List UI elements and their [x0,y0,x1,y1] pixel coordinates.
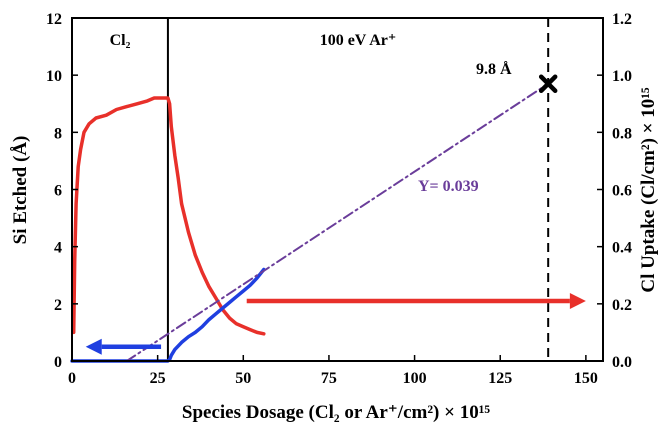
point-annotation: 9.8 Å [476,60,512,78]
y-tick-label-0: 0 [54,354,62,371]
y2-tick-label-0: 0.0 [612,354,632,371]
x-marker [538,74,558,93]
region-label-cl2: Cl₂ [110,32,131,49]
arrow-head-0 [85,338,102,355]
region-label-ar: 100 eV Ar⁺ [320,32,397,49]
y-tick-label-5: 10 [46,68,62,85]
y2-axis-title: Cl Uptake (Cl/cm²) × 10¹⁵ [638,87,659,293]
y-tick-label-2: 4 [54,240,62,257]
y-axis-title: Si Etched (Å) [10,136,31,245]
x-tick-label-1: 25 [150,370,166,387]
y-tick-label-6: 12 [46,11,62,28]
series-line-2 [125,82,550,362]
x-tick-label-4: 100 [403,370,427,387]
y2-tick-label-1: 0.2 [612,297,632,314]
y2-tick-label-4: 0.8 [612,125,632,142]
plot-frame [71,17,604,362]
chart-marks: 0 25 50 75 100 125 150 0 2 4 6 8 10 12 0.0 0.2 0.4 0.6 0.8… [46,11,632,387]
arrow-head-1 [569,292,586,309]
y-tick-label-3: 6 [54,183,62,200]
x-tick-label-5: 125 [488,370,512,387]
y-tick-label-1: 2 [54,297,62,314]
x-tick-label-2: 50 [235,370,251,387]
x-axis-title: Species Dosage (Cl₂ or Ar⁺/cm²) × 10¹⁵ [182,402,490,423]
y2-tick-label-3: 0.6 [612,183,632,200]
y2-tick-label-6: 1.2 [612,11,632,28]
x-tick-label-3: 75 [321,370,337,387]
y-tick-label-4: 8 [54,125,62,142]
slope-annotation: Y= 0.039 [418,178,479,195]
y2-tick-label-5: 1.0 [612,68,632,85]
x-tick-label-0: 0 [68,370,76,387]
series-line-1 [70,267,266,363]
series-line-0 [71,96,266,336]
x-tick-label-6: 150 [574,370,598,387]
y2-tick-label-2: 0.4 [612,240,632,257]
